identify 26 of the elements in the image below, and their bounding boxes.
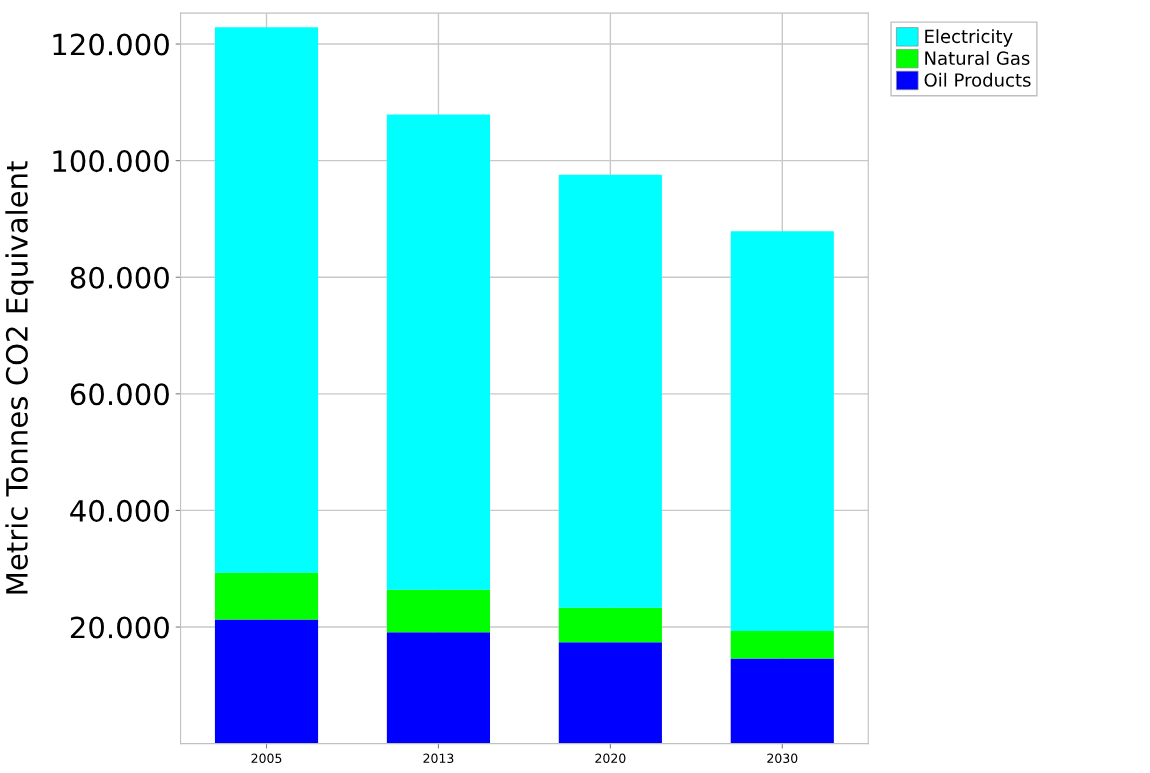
bar — [386, 632, 491, 744]
bar — [214, 572, 319, 620]
legend-label: Natural Gas — [925, 51, 1030, 65]
bar — [730, 631, 834, 659]
bar — [386, 114, 491, 590]
y-tick-label: 80.000 — [70, 266, 169, 289]
bar — [214, 27, 319, 573]
bar — [730, 658, 834, 744]
bar — [558, 642, 662, 744]
y-axis-title: Metric Tonnes CO2 Equivalent — [5, 161, 34, 594]
bar — [558, 607, 662, 643]
legend-label: Oil Products — [924, 72, 1031, 87]
y-tick-label: 100.000 — [53, 150, 169, 173]
bar — [558, 174, 662, 608]
y-tick-label: 120.000 — [53, 33, 169, 56]
x-tick-label: 2030 — [767, 753, 798, 764]
y-tick-label: 40.000 — [70, 499, 169, 522]
x-tick-label: 2013 — [423, 753, 454, 764]
y-tick-label: 20.000 — [70, 616, 169, 639]
bar — [214, 619, 319, 744]
x-tick-label: 2005 — [251, 753, 282, 764]
x-tick-label: 2020 — [595, 753, 626, 764]
bar — [386, 589, 491, 633]
bar — [730, 231, 834, 632]
legend-label: Electricity — [925, 29, 1013, 47]
y-tick-label: 60.000 — [70, 383, 169, 406]
